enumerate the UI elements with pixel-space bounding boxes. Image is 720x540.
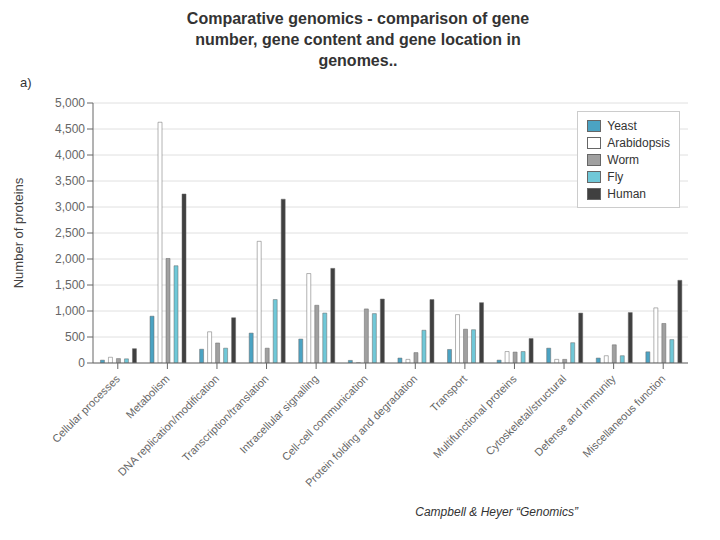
svg-text:4,500: 4,500 (55, 122, 85, 136)
svg-text:3,000: 3,000 (55, 200, 85, 214)
html-text:Campbell & Heyer “Genomics”: Campbell & Heyer “Genomics” (415, 505, 578, 519)
html-text:Arabidopsis: Arabidopsis (607, 135, 670, 150)
svg-text:Cytoskeletal/structural: Cytoskeletal/structural (483, 372, 568, 457)
svg-text:3,500: 3,500 (55, 174, 85, 188)
svg-text:Protein folding and degradatio: Protein folding and degradation (303, 372, 420, 489)
html-text:Human: Human (607, 186, 646, 201)
svg-text:Transcription/translation: Transcription/translation (180, 372, 271, 463)
svg-text:Multifunctional proteins: Multifunctional proteins (431, 372, 519, 460)
html-text:Yeast: Yeast (607, 118, 637, 133)
svg-text:5,000: 5,000 (55, 96, 85, 110)
html-text:Worm: Worm (607, 152, 640, 167)
svg-text:Transport: Transport (428, 372, 469, 413)
html-text:Comparative genomics - compari: Comparative genomics - comparison of gen… (186, 10, 530, 69)
svg-text:DNA replication/modification: DNA replication/modification (115, 372, 221, 478)
svg-text:Metabolism: Metabolism (123, 372, 171, 420)
html-text:a): a) (20, 75, 32, 90)
svg-text:Miscellaneous function: Miscellaneous function (580, 372, 667, 459)
svg-text:Defense and immunity: Defense and immunity (532, 372, 618, 458)
svg-text:2,000: 2,000 (55, 252, 85, 266)
svg-text:1,500: 1,500 (55, 278, 85, 292)
svg-text:Number of proteins: Number of proteins (11, 177, 26, 288)
svg-text:500: 500 (65, 330, 85, 344)
svg-text:Cell-cell communication: Cell-cell communication (279, 372, 370, 463)
svg-text:0: 0 (78, 356, 85, 370)
svg-text:4,000: 4,000 (55, 148, 85, 162)
html-text:Fly: Fly (607, 169, 624, 184)
svg-text:Intracellular signalling: Intracellular signalling (237, 372, 320, 455)
svg-text:2,500: 2,500 (55, 226, 85, 240)
svg-text:1,000: 1,000 (55, 304, 85, 318)
svg-text:Cellular processes: Cellular processes (50, 372, 123, 445)
